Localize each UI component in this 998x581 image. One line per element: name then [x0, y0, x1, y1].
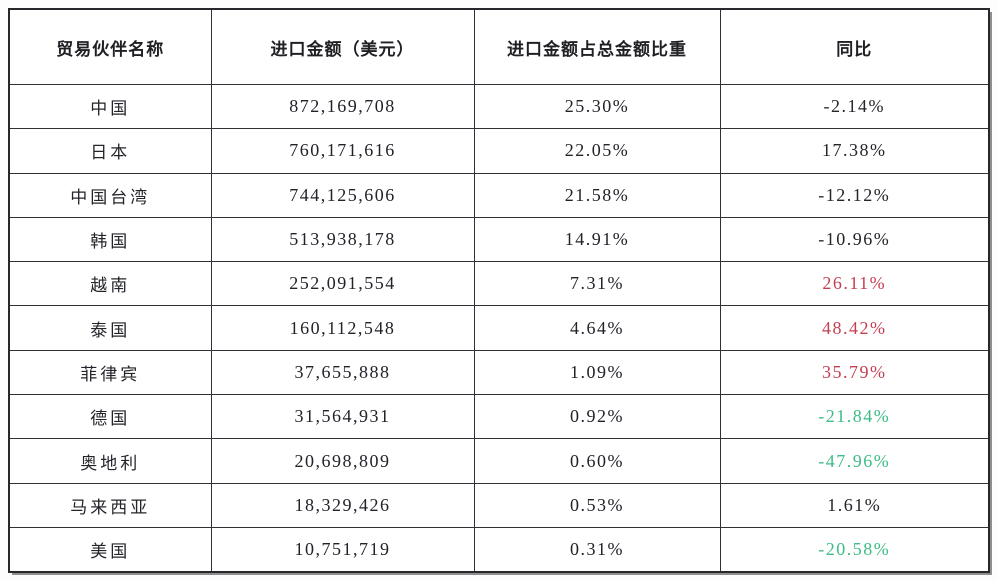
share-cell: 21.58% [473, 172, 721, 218]
partner-cell: 马来西亚 [8, 482, 212, 528]
partner-cell: 德国 [8, 394, 212, 440]
yoy-cell: 48.42% [719, 305, 990, 351]
amount-cell: 760,171,616 [210, 128, 475, 174]
col-header-import-amount: 进口金额（美元） [210, 8, 475, 85]
table-row: 马来西亚 18,329,426 0.53% 1.61% [8, 482, 990, 528]
yoy-cell: -12.12% [719, 172, 990, 218]
share-cell: 4.64% [473, 305, 721, 351]
partner-cell: 越南 [8, 261, 212, 307]
yoy-cell: 1.61% [719, 482, 990, 528]
col-header-share-of-total: 进口金额占总金额比重 [473, 8, 721, 85]
yoy-cell: -47.96% [719, 438, 990, 484]
table-row: 菲律宾 37,655,888 1.09% 35.79% [8, 349, 990, 396]
amount-cell: 37,655,888 [210, 349, 475, 396]
share-cell: 22.05% [473, 128, 721, 174]
amount-cell: 513,938,178 [210, 216, 475, 263]
trade-partners-table: 贸易伙伴名称 进口金额（美元） 进口金额占总金额比重 同比 中国 872,169… [8, 8, 990, 573]
amount-cell: 18,329,426 [210, 482, 475, 528]
share-cell: 1.09% [473, 349, 721, 396]
partner-cell: 菲律宾 [8, 349, 212, 396]
share-cell: 0.53% [473, 482, 721, 528]
amount-cell: 31,564,931 [210, 394, 475, 440]
share-cell: 14.91% [473, 216, 721, 263]
share-cell: 0.92% [473, 394, 721, 440]
table-row: 美国 10,751,719 0.31% -20.58% [8, 526, 990, 573]
table-row: 韩国 513,938,178 14.91% -10.96% [8, 216, 990, 263]
partner-cell: 奥地利 [8, 438, 212, 484]
amount-cell: 20,698,809 [210, 438, 475, 484]
yoy-cell: -10.96% [719, 216, 990, 263]
yoy-cell: 17.38% [719, 128, 990, 174]
yoy-cell: 35.79% [719, 349, 990, 396]
partner-cell: 韩国 [8, 216, 212, 263]
partner-cell: 日本 [8, 128, 212, 174]
table-row: 越南 252,091,554 7.31% 26.11% [8, 261, 990, 307]
col-header-yoy: 同比 [719, 8, 990, 85]
table-row: 泰国 160,112,548 4.64% 48.42% [8, 305, 990, 351]
table-row: 中国台湾 744,125,606 21.58% -12.12% [8, 172, 990, 218]
yoy-cell: -20.58% [719, 526, 990, 573]
table-row: 奥地利 20,698,809 0.60% -47.96% [8, 438, 990, 484]
table-row: 德国 31,564,931 0.92% -21.84% [8, 394, 990, 440]
amount-cell: 160,112,548 [210, 305, 475, 351]
amount-cell: 872,169,708 [210, 83, 475, 130]
yoy-cell: -2.14% [719, 83, 990, 130]
share-cell: 7.31% [473, 261, 721, 307]
amount-cell: 10,751,719 [210, 526, 475, 573]
table-row: 日本 760,171,616 22.05% 17.38% [8, 128, 990, 174]
amount-cell: 744,125,606 [210, 172, 475, 218]
partner-cell: 泰国 [8, 305, 212, 351]
col-header-partner-name: 贸易伙伴名称 [8, 8, 212, 85]
amount-cell: 252,091,554 [210, 261, 475, 307]
partner-cell: 中国 [8, 83, 212, 130]
yoy-cell: -21.84% [719, 394, 990, 440]
yoy-cell: 26.11% [719, 261, 990, 307]
table-header-row: 贸易伙伴名称 进口金额（美元） 进口金额占总金额比重 同比 [8, 8, 990, 85]
share-cell: 0.60% [473, 438, 721, 484]
partner-cell: 中国台湾 [8, 172, 212, 218]
partner-cell: 美国 [8, 526, 212, 573]
table-row: 中国 872,169,708 25.30% -2.14% [8, 83, 990, 130]
share-cell: 25.30% [473, 83, 721, 130]
share-cell: 0.31% [473, 526, 721, 573]
